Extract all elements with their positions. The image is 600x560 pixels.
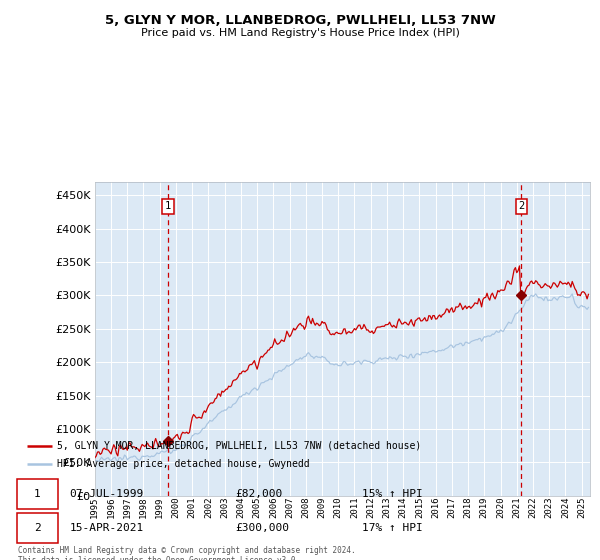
Text: £82,000: £82,000 [236,489,283,499]
Text: 1: 1 [165,202,171,212]
Text: 5, GLYN Y MOR, LLANBEDROG, PWLLHELI, LL53 7NW: 5, GLYN Y MOR, LLANBEDROG, PWLLHELI, LL5… [104,14,496,27]
Text: Price paid vs. HM Land Registry's House Price Index (HPI): Price paid vs. HM Land Registry's House … [140,28,460,38]
Text: Contains HM Land Registry data © Crown copyright and database right 2024.
This d: Contains HM Land Registry data © Crown c… [18,546,356,560]
Text: 5, GLYN Y MOR, LLANBEDROG, PWLLHELI, LL53 7NW (detached house): 5, GLYN Y MOR, LLANBEDROG, PWLLHELI, LL5… [57,441,421,451]
Text: 2: 2 [518,202,524,212]
Text: HPI: Average price, detached house, Gwynedd: HPI: Average price, detached house, Gwyn… [57,459,310,469]
FancyBboxPatch shape [17,479,58,508]
Text: 17% ↑ HPI: 17% ↑ HPI [362,523,422,533]
Text: 1: 1 [34,489,41,499]
Text: 15% ↑ HPI: 15% ↑ HPI [362,489,422,499]
Text: £300,000: £300,000 [236,523,290,533]
Text: 07-JUL-1999: 07-JUL-1999 [70,489,144,499]
Text: 15-APR-2021: 15-APR-2021 [70,523,144,533]
FancyBboxPatch shape [17,513,58,543]
Text: 2: 2 [34,523,41,533]
